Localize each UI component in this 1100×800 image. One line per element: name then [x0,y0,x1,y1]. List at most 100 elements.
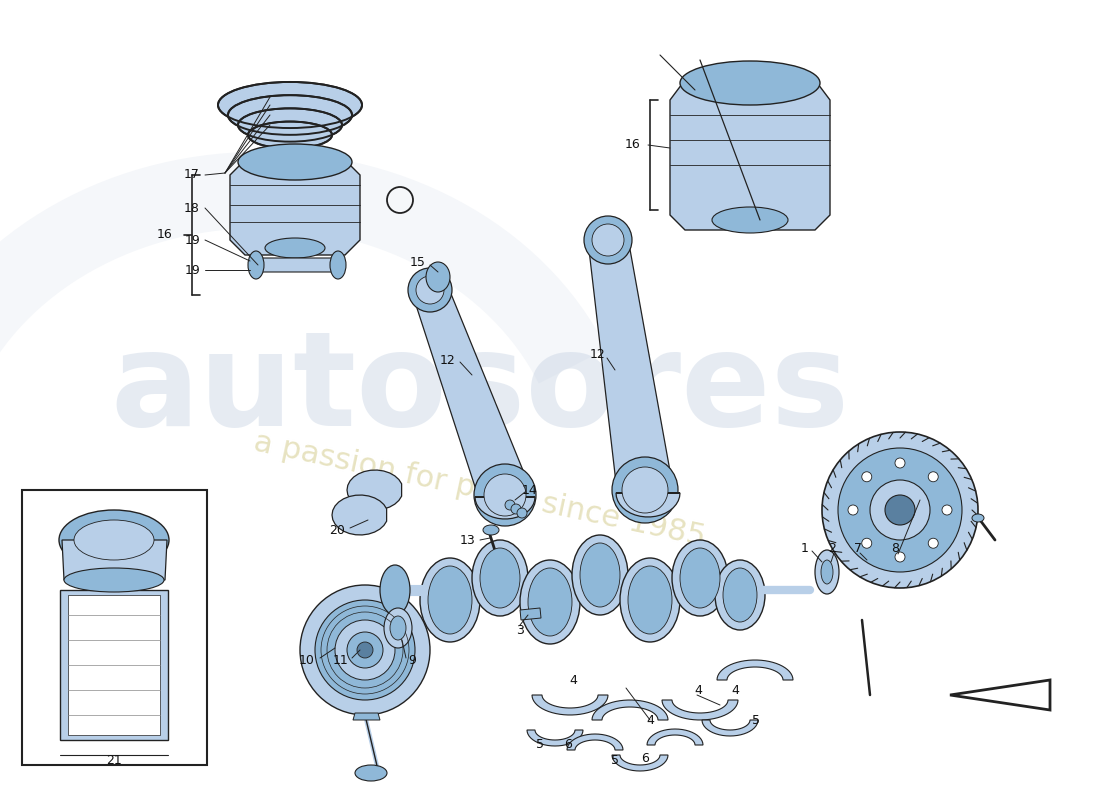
Ellipse shape [420,558,480,642]
Ellipse shape [265,238,324,258]
Circle shape [358,642,373,658]
Text: 5: 5 [610,754,619,766]
Text: 8: 8 [891,542,899,554]
Ellipse shape [572,535,628,615]
Ellipse shape [620,558,680,642]
Ellipse shape [228,95,352,135]
Polygon shape [414,284,529,504]
Text: 12: 12 [440,354,455,366]
Circle shape [928,538,938,548]
Ellipse shape [580,543,620,607]
Text: 10: 10 [299,654,315,666]
Text: 4: 4 [646,714,653,726]
Ellipse shape [612,457,678,523]
Ellipse shape [972,514,984,522]
Text: 16: 16 [625,138,640,151]
Ellipse shape [680,548,720,608]
Polygon shape [255,258,338,272]
Text: 11: 11 [332,654,348,666]
Ellipse shape [218,82,362,128]
Polygon shape [68,595,160,735]
Ellipse shape [628,566,672,634]
Text: 21: 21 [106,754,122,766]
Polygon shape [332,495,386,535]
Polygon shape [950,680,1050,710]
Polygon shape [353,713,380,720]
Ellipse shape [416,276,444,304]
Ellipse shape [426,262,450,292]
Ellipse shape [474,464,536,526]
Text: 5: 5 [752,714,760,726]
Text: autosores: autosores [110,326,849,454]
Polygon shape [592,700,668,720]
Polygon shape [717,660,793,680]
Circle shape [517,508,527,518]
Ellipse shape [248,122,332,149]
Ellipse shape [520,560,580,644]
Ellipse shape [238,108,342,142]
Ellipse shape [390,616,406,640]
Text: 3: 3 [516,623,524,637]
Text: 1: 1 [801,542,808,554]
Ellipse shape [238,144,352,180]
Ellipse shape [59,510,169,570]
Text: a passion for parts since 1985: a passion for parts since 1985 [252,428,708,552]
Polygon shape [566,734,623,750]
Ellipse shape [584,216,632,264]
Ellipse shape [821,560,833,584]
Ellipse shape [472,540,528,616]
Text: 4: 4 [694,683,702,697]
Ellipse shape [528,568,572,636]
Circle shape [505,500,515,510]
Ellipse shape [428,566,472,634]
FancyBboxPatch shape [22,490,207,765]
Ellipse shape [248,251,264,279]
Text: 5: 5 [536,738,544,751]
Ellipse shape [723,568,757,622]
Text: 2: 2 [828,542,836,554]
Text: 18: 18 [184,202,200,214]
Circle shape [822,432,978,588]
Text: 16: 16 [157,229,173,242]
Text: 20: 20 [329,523,345,537]
Ellipse shape [592,224,624,256]
Polygon shape [702,720,758,736]
Circle shape [346,632,383,668]
Circle shape [336,620,395,680]
Ellipse shape [680,61,820,105]
Circle shape [861,538,872,548]
Polygon shape [60,590,168,740]
Text: 15: 15 [410,255,426,269]
Text: 6: 6 [641,751,649,765]
Polygon shape [527,730,583,746]
Polygon shape [230,160,360,255]
Circle shape [315,600,415,700]
Ellipse shape [330,251,346,279]
Circle shape [300,585,430,715]
Circle shape [512,504,521,514]
Ellipse shape [484,474,526,516]
Polygon shape [662,700,738,720]
Text: 19: 19 [185,234,200,246]
Text: 7: 7 [854,542,862,554]
Text: 19: 19 [185,263,200,277]
Polygon shape [588,237,673,494]
Polygon shape [520,608,541,620]
Ellipse shape [408,268,452,312]
Ellipse shape [355,765,387,781]
Ellipse shape [64,568,164,592]
Text: 9: 9 [408,654,416,666]
Ellipse shape [74,520,154,560]
Ellipse shape [379,565,410,615]
Ellipse shape [715,560,764,630]
Circle shape [838,448,962,572]
Text: 12: 12 [590,349,605,362]
Circle shape [895,552,905,562]
Circle shape [942,505,952,515]
Circle shape [870,480,930,540]
Text: 4: 4 [569,674,576,686]
Ellipse shape [480,548,520,608]
Circle shape [886,495,915,525]
Ellipse shape [621,467,668,513]
Circle shape [928,472,938,482]
